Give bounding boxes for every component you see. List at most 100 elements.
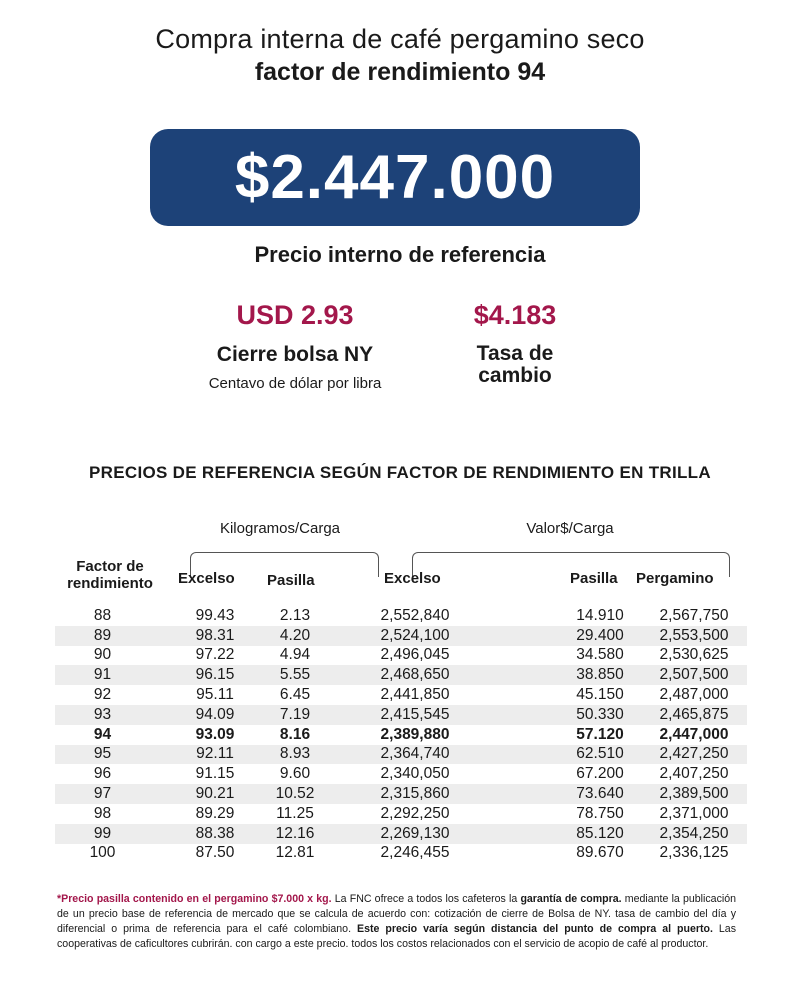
table-row: 90 97.22 4.94 2,496,045 34.580 2,530,625: [55, 646, 747, 666]
cell-pergamino: 2,371,000: [659, 804, 729, 822]
cell-pasilla-kg: 6.45: [279, 686, 311, 704]
page-title: Compra interna de café pergamino seco: [155, 24, 645, 54]
header-excelso-valor: Excelso: [384, 570, 441, 587]
cell-pasilla-valor: 29.400: [576, 626, 624, 644]
cell-pasilla-valor: 85.120: [576, 824, 624, 842]
cell-factor: 97: [93, 785, 112, 803]
cell-excelso-valor: 2,292,250: [380, 804, 450, 822]
cell-pergamino: 2,507,500: [659, 666, 729, 684]
cell-pasilla-kg: 2.13: [279, 606, 311, 624]
footnote-distance-note: Este precio varía según distancia del pu…: [357, 923, 713, 935]
cell-excelso-valor: 2,496,045: [380, 646, 450, 664]
cell-pergamino: 2,427,250: [659, 745, 729, 763]
footnote-text-1: La FNC ofrece a todos los cafeteros la: [331, 893, 521, 905]
table-row: 97 90.21 10.52 2,315,860 73.640 2,389,500: [55, 784, 747, 804]
header-factor-line2: rendimiento: [67, 575, 153, 592]
cell-excelso-kg: 99.43: [195, 606, 235, 624]
table-row: 93 94.09 7.19 2,415,545 50.330 2,465,875: [55, 704, 747, 725]
table-row: 89 98.31 4.20 2,524,100 29.400 2,553,500: [55, 625, 747, 646]
cell-pergamino: 2,465,875: [659, 705, 729, 723]
cell-factor: 95: [93, 745, 112, 763]
cell-pasilla-valor: 34.580: [576, 646, 624, 664]
cell-excelso-kg: 95.11: [196, 686, 234, 704]
page-subtitle: factor de rendimiento 94: [254, 58, 546, 86]
cell-pasilla-kg: 8.16: [279, 725, 311, 743]
cell-excelso-valor: 2,364,740: [380, 745, 450, 763]
price-banner: $2.447.000: [150, 129, 640, 226]
cell-excelso-kg: 91.15: [195, 765, 235, 783]
cell-factor: 92: [93, 686, 112, 704]
cell-pergamino: 2,336,125: [659, 844, 729, 862]
cell-pasilla-valor: 78.750: [576, 804, 624, 822]
header-excelso-kg: Excelso: [178, 570, 235, 587]
cell-excelso-kg: 96.15: [195, 666, 235, 684]
cell-excelso-kg: 88.38: [195, 824, 235, 842]
table-row: 98 89.29 11.25 2,292,250 78.750 2,371,000: [55, 804, 747, 824]
tasa-label-line2: cambio: [478, 364, 552, 387]
cell-pasilla-valor: 45.150: [576, 686, 624, 704]
valor-group-bracket: [412, 552, 730, 577]
cell-excelso-valor: 2,415,545: [380, 705, 450, 723]
cell-pasilla-kg: 5.55: [279, 666, 311, 684]
table-row: 94 93.09 8.16 2,389,880 57.120 2,447,000: [55, 725, 747, 745]
header-pasilla-valor: Pasilla: [570, 570, 618, 587]
cell-pasilla-valor: 73.640: [576, 785, 624, 803]
bolsa-label: Cierre bolsa NY: [216, 343, 374, 366]
cell-pasilla-kg: 10.52: [275, 785, 315, 803]
table-row: 92 95.11 6.45 2,441,850 45.150 2,487,000: [55, 685, 747, 705]
cell-factor: 99: [93, 824, 112, 842]
cell-pasilla-valor: 50.330: [576, 705, 624, 723]
cell-pasilla-valor: 62.510: [576, 745, 624, 763]
header-pasilla-kg: Pasilla: [267, 572, 315, 589]
cell-pasilla-valor: 89.670: [576, 844, 624, 862]
bolsa-value: USD 2.93: [236, 300, 354, 330]
cell-excelso-kg: 97.22: [195, 646, 235, 664]
cell-pasilla-kg: 12.16: [275, 824, 315, 842]
cell-pergamino: 2,553,500: [659, 626, 729, 644]
cell-pergamino: 2,487,000: [659, 686, 729, 704]
cell-pasilla-valor: 67.200: [576, 765, 624, 783]
cell-excelso-kg: 92.11: [196, 745, 234, 763]
cell-pergamino: 2,407,250: [659, 765, 729, 783]
cell-pergamino: 2,447,000: [659, 725, 729, 743]
cell-factor: 94: [93, 725, 112, 743]
cell-excelso-valor: 2,468,650: [380, 666, 450, 684]
cell-pasilla-kg: 4.94: [279, 646, 311, 664]
cell-excelso-valor: 2,441,850: [380, 686, 450, 704]
cell-pergamino: 2,567,750: [659, 606, 729, 624]
cell-excelso-valor: 2,315,860: [380, 785, 450, 803]
cell-pasilla-kg: 9.60: [279, 765, 311, 783]
cell-excelso-valor: 2,552,840: [380, 606, 450, 624]
header-factor-line1: Factor de: [76, 558, 144, 575]
cell-excelso-kg: 87.50: [195, 844, 235, 862]
group-label-valor: Valor$/Carga: [526, 520, 614, 537]
main-price-caption: Precio interno de referencia: [254, 242, 546, 267]
footnote-text-3: Las cooperativas de caficultores cubrirá…: [57, 923, 736, 950]
cell-excelso-valor: 2,389,880: [380, 725, 450, 743]
cell-factor: 96: [93, 765, 112, 783]
cell-pergamino: 2,530,625: [659, 646, 729, 664]
cell-pasilla-kg: 7.19: [279, 705, 311, 723]
cell-pasilla-valor: 38.850: [576, 666, 624, 684]
cell-factor: 100: [89, 844, 116, 862]
footnote-pasilla-note: *Precio pasilla contenido en el pergamin…: [57, 893, 332, 905]
main-price-value: $2.447.000: [234, 143, 556, 212]
cell-factor: 88: [93, 606, 112, 624]
table-row: 99 88.38 12.16 2,269,130 85.120 2,354,250: [55, 823, 747, 844]
footnote-guarantee: garantía de compra.: [520, 893, 622, 905]
cell-factor: 98: [93, 804, 112, 822]
cell-excelso-valor: 2,246,455: [380, 844, 450, 862]
table-row: 91 96.15 5.55 2,468,650 38.850 2,507,500: [55, 665, 747, 686]
table-title: PRECIOS DE REFERENCIA SEGÚN FACTOR DE RE…: [89, 463, 711, 482]
cell-pasilla-valor: 14.910: [576, 606, 624, 624]
cell-excelso-valor: 2,340,050: [380, 765, 450, 783]
header-factor: Factor de rendimiento: [52, 558, 168, 592]
cell-excelso-valor: 2,524,100: [380, 626, 450, 644]
tasa-value: $4.183: [473, 300, 557, 330]
footnote-text-2: mediante la publicación de un precio bas…: [57, 893, 737, 935]
cell-excelso-valor: 2,269,130: [380, 824, 450, 842]
cell-factor: 89: [93, 626, 112, 644]
kg-group-bracket: [190, 552, 379, 577]
header-pergamino: Pergamino: [636, 570, 714, 587]
cell-factor: 90: [93, 646, 112, 664]
